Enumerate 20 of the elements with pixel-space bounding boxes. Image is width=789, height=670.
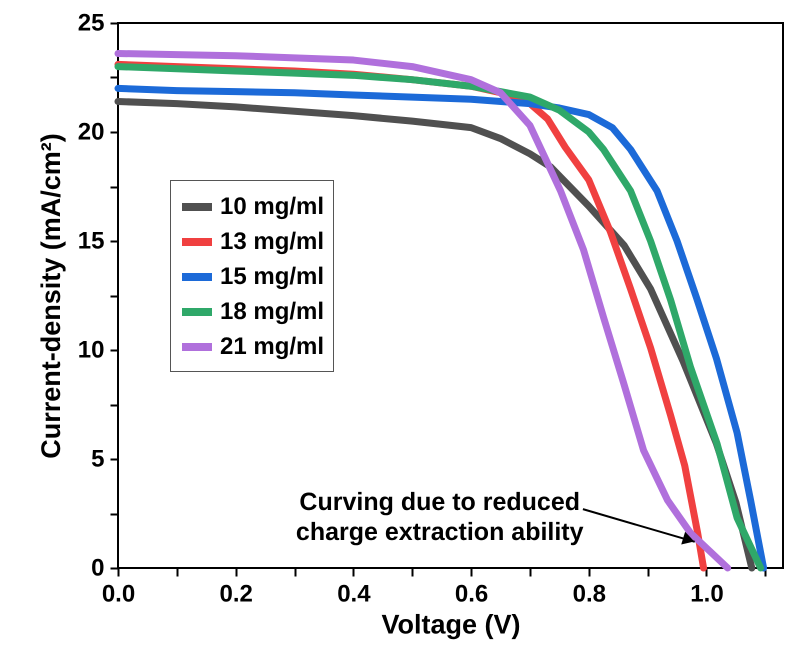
y-tick-label: 25 [78,10,104,36]
annotation: Curving due to reduced charge extraction ability [296,488,584,546]
legend-label: 18 mg/ml [220,298,324,325]
x-tick-label: 0.2 [220,580,253,608]
legend-label: 13 mg/ml [220,228,324,255]
y-tick-label: 20 [78,118,104,146]
y-tick-label: 0 [91,554,104,582]
y-tick-label: 10 [78,336,104,364]
y-tick-label: 15 [78,228,104,254]
y-tick-label: 5 [91,446,104,472]
x-tick-label: 0.6 [454,580,488,608]
x-tick-label: 1.0 [690,580,724,608]
legend-label: 15 mg/ml [220,263,324,290]
x-tick-label: 0.8 [572,580,606,608]
y-axis-title: Current-density (mA/cm²) [36,133,66,459]
x-tick-label: 0.4 [337,580,372,608]
legend-label: 10 mg/ml [220,193,324,220]
x-axis-title: Voltage (V) [381,610,521,640]
legend-label: 21 mg/ml [220,333,324,360]
x-tick-label: 0.0 [102,580,136,608]
